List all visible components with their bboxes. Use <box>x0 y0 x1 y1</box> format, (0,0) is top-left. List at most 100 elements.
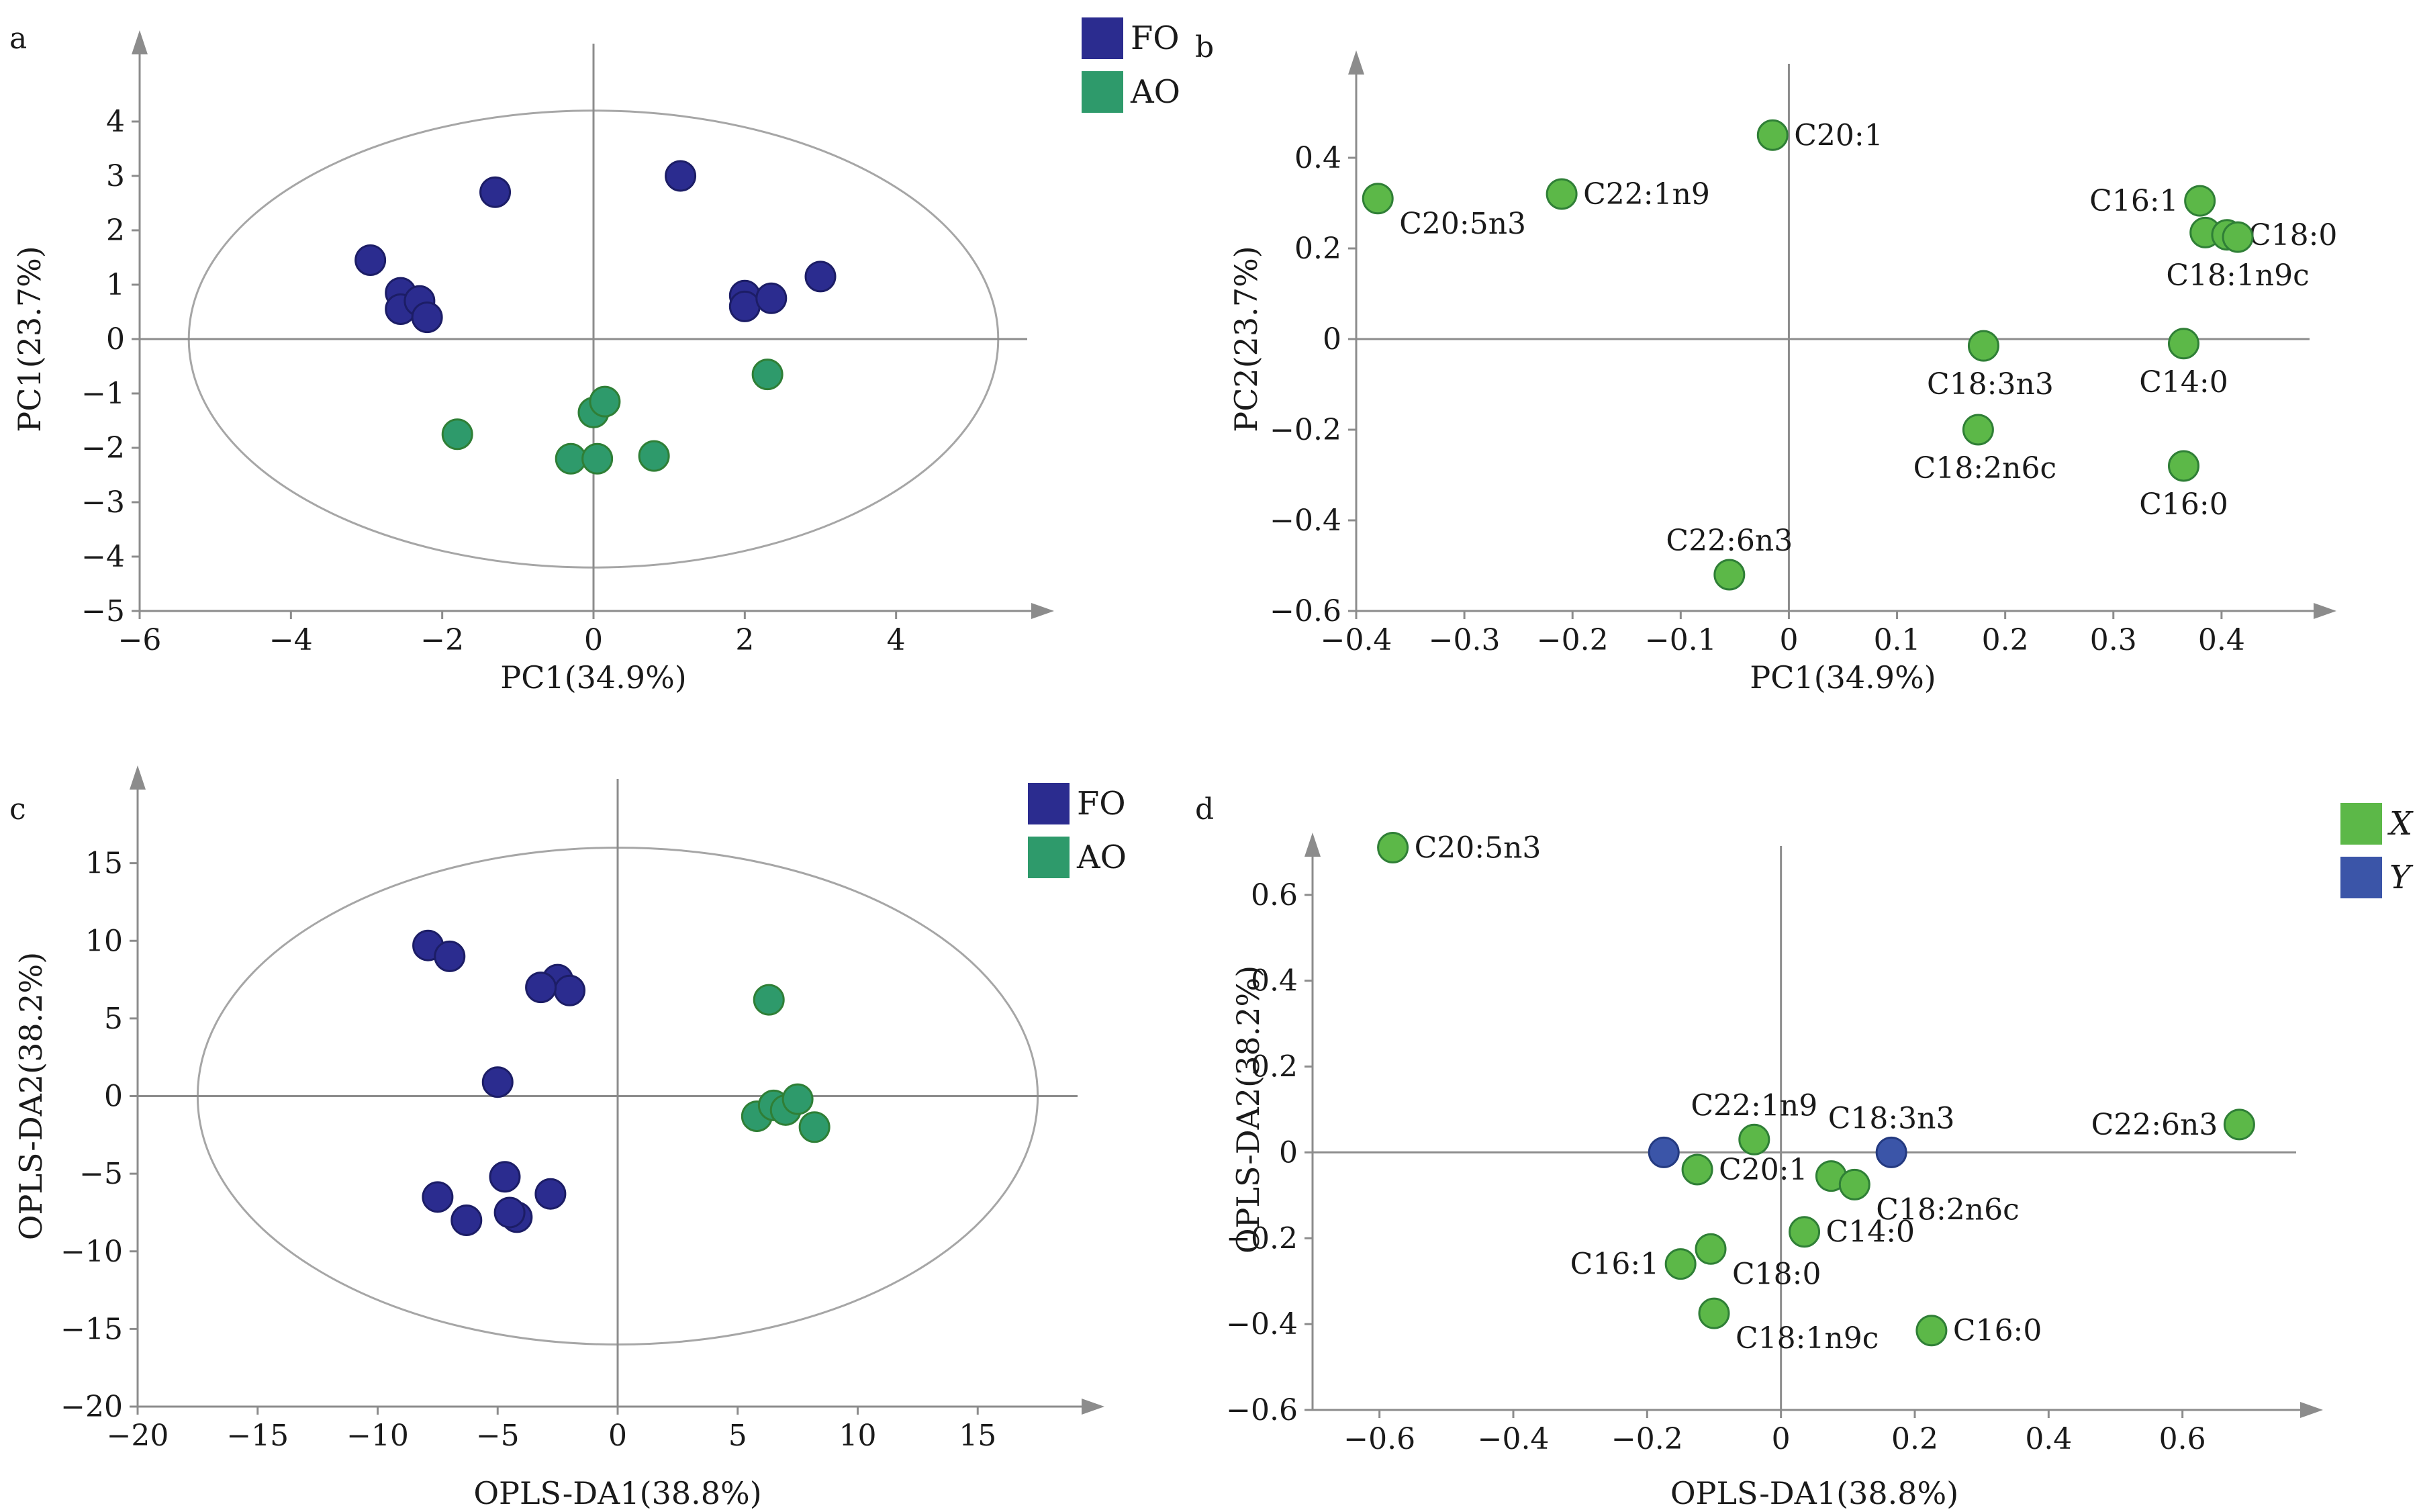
y-tick-label: 0.2 <box>1294 232 1341 266</box>
data-point-x <box>1789 1216 1821 1248</box>
data-point-fo <box>434 940 466 972</box>
data-point-fo <box>354 244 387 277</box>
y-tick-label: −0.6 <box>1226 1393 1298 1427</box>
panel-letter: d <box>1195 792 1214 826</box>
y-axis-title: OPLS-DA2(38.2%) <box>13 952 49 1240</box>
data-point-fo <box>554 974 585 1006</box>
data-point <box>2168 328 2199 360</box>
panel-letter: b <box>1195 30 1214 64</box>
x-tick-label: 0.3 <box>2090 623 2137 657</box>
y-axis-title: PC2(23.7%) <box>1228 246 1264 432</box>
point-label: C22:1n9 <box>1691 1088 1817 1123</box>
data-point-y <box>1648 1136 1680 1168</box>
x-tick-label: 4 <box>887 623 906 657</box>
data-point-x <box>1838 1168 1870 1200</box>
legend-label-fo: FO <box>1131 19 1180 57</box>
data-point-ao <box>581 442 614 475</box>
data-point-x <box>1377 832 1409 864</box>
x-axis-title: PC1(34.9%) <box>500 659 686 696</box>
y-tick-label: 0 <box>104 1080 123 1114</box>
x-tick-label: −20 <box>107 1419 169 1453</box>
data-point <box>2184 185 2216 217</box>
data-point-fo <box>804 261 837 293</box>
x-tick-label: −0.4 <box>1321 623 1392 657</box>
data-point-ao <box>441 418 473 451</box>
point-label: C18:2n6c <box>1913 451 2056 485</box>
x-tick-label: 0.1 <box>1874 623 1921 657</box>
y-tick-label: 0.4 <box>1251 964 1298 998</box>
panel-letter: c <box>9 792 26 826</box>
data-point-fo <box>411 301 443 334</box>
x-tick-label: −4 <box>269 623 313 657</box>
point-label: C16:0 <box>1953 1314 2042 1348</box>
y-tick-label: −1 <box>81 377 125 411</box>
legend-swatch-fo <box>1080 16 1125 60</box>
data-point-x <box>1698 1297 1730 1329</box>
y-tick-label: 1 <box>106 268 125 302</box>
y-tick-label: −15 <box>60 1312 123 1346</box>
x-tick-label: −15 <box>226 1419 289 1453</box>
data-point-x <box>1695 1233 1727 1265</box>
legend-swatch-ao <box>1080 70 1125 114</box>
data-point-ao <box>555 442 587 475</box>
x-tick-label: −0.6 <box>1343 1422 1415 1456</box>
data-point <box>1967 330 1999 362</box>
point-label: C20:1 <box>1794 118 1883 152</box>
point-label: C18:0 <box>2248 218 2337 252</box>
data-point-x <box>1681 1153 1713 1186</box>
point-label: C20:1 <box>1719 1153 1807 1187</box>
y-tick-label: 15 <box>85 847 123 881</box>
x-axis-title: OPLS-DA1(38.8%) <box>1670 1475 1958 1511</box>
data-point-y <box>1875 1136 1907 1168</box>
x-tick-label: 15 <box>959 1419 996 1453</box>
y-tick-label: 0.6 <box>1251 878 1298 912</box>
y-tick-label: −0.2 <box>1226 1221 1298 1256</box>
point-label: C18:3n3 <box>1828 1101 1955 1135</box>
data-point <box>1713 559 1746 591</box>
x-tick-label: 0.2 <box>1982 623 2029 657</box>
x-axis-title: OPLS-DA1(38.8%) <box>473 1475 761 1511</box>
y-tick-label: −5 <box>81 594 125 628</box>
x-tick-label: −0.1 <box>1645 623 1717 657</box>
point-label: C18:1n9c <box>1736 1321 1879 1356</box>
y-tick-label: 0.2 <box>1251 1050 1298 1084</box>
point-label: C18:3n3 <box>1927 367 2054 401</box>
y-tick-label: −3 <box>81 485 125 520</box>
data-point-fo <box>479 176 512 208</box>
y-tick-label: 10 <box>85 924 123 958</box>
panel-b: b−0.4 −0.3 −0.2 −0.1 0 0.1 0.2 0.3 0.4−0.6−0.4−0… <box>1195 30 2337 696</box>
data-point-ao <box>638 440 670 472</box>
y-tick-label: −0.4 <box>1270 504 1341 538</box>
y-tick-label: 0 <box>1323 322 1341 357</box>
x-tick-label: 0 <box>1772 1422 1791 1456</box>
y-tick-label: −5 <box>79 1157 123 1191</box>
legend-label-ao: AO <box>1130 73 1180 111</box>
legend-label-ao: AO <box>1076 839 1127 876</box>
y-axis-arrow <box>130 765 146 790</box>
legend-swatch-fo <box>1027 782 1071 826</box>
data-point-fo <box>481 1066 514 1098</box>
y-tick-label: 3 <box>106 159 125 193</box>
x-tick-label: −5 <box>476 1419 520 1453</box>
data-point <box>2222 221 2254 253</box>
data-point <box>1756 119 1789 151</box>
point-label: C22:6n3 <box>2091 1108 2218 1142</box>
y-axis-title: PC1(23.7%) <box>11 246 48 432</box>
data-point <box>1546 178 1578 210</box>
point-label: C16:1 <box>2089 184 2178 218</box>
x-tick-label: −2 <box>420 623 464 657</box>
data-point-fo <box>450 1204 483 1236</box>
x-axis-arrow <box>2300 1402 2323 1418</box>
point-label: C14:0 <box>2139 365 2228 399</box>
y-tick-label: 4 <box>106 105 125 139</box>
x-tick-label: 0 <box>608 1419 627 1453</box>
x-tick-label: 10 <box>839 1419 877 1453</box>
y-tick-label: −20 <box>60 1390 123 1424</box>
data-point-ao <box>751 359 784 391</box>
data-point <box>1362 183 1394 215</box>
data-point-fo <box>525 972 557 1004</box>
point-label: C14:0 <box>1826 1215 1915 1249</box>
point-label: C18:0 <box>1732 1257 1821 1291</box>
y-tick-label: 0.4 <box>1294 141 1341 175</box>
